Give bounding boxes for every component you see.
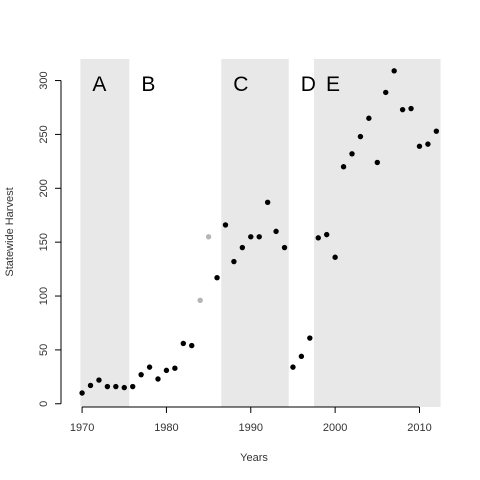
- data-point-2010: [416, 143, 423, 149]
- region-shade-a: [80, 59, 130, 407]
- data-point-1985: [205, 234, 212, 240]
- data-point-2012: [433, 128, 440, 134]
- region-label-d: D: [301, 73, 316, 96]
- data-point-2005: [374, 159, 381, 166]
- x-tick-label-1990: 1990: [239, 422, 263, 434]
- x-tick-label-1980: 1980: [154, 422, 178, 434]
- data-point-1993: [273, 228, 279, 235]
- data-point-1997: [307, 335, 313, 341]
- data-point-1983: [189, 342, 195, 349]
- data-point-1984: [197, 297, 203, 304]
- data-point-2004: [366, 115, 372, 121]
- period-regions: [80, 59, 441, 407]
- data-point-2009: [408, 105, 414, 112]
- data-point-2001: [340, 164, 347, 170]
- data-point-2007: [391, 68, 397, 74]
- y-tick-label-150: 150: [38, 233, 50, 251]
- data-point-1979: [155, 376, 161, 382]
- y-tick-label-300: 300: [38, 71, 50, 89]
- data-point-1999: [323, 231, 330, 238]
- y-axis-title: Statewide Harvest: [4, 187, 16, 276]
- data-point-1989: [239, 244, 246, 251]
- data-point-1973: [104, 383, 111, 390]
- region-shade-c: [221, 59, 289, 407]
- data-point-1975: [121, 384, 127, 391]
- data-point-1977: [138, 371, 144, 378]
- data-point-1976: [129, 383, 136, 390]
- region-label-b: B: [141, 73, 155, 96]
- data-point-1972: [96, 377, 102, 383]
- x-axis-title: Years: [240, 452, 268, 464]
- region-shade-e: [314, 59, 441, 407]
- data-point-2000: [332, 254, 338, 260]
- y-tick-label-100: 100: [38, 287, 50, 305]
- data-point-1995: [290, 364, 296, 370]
- data-point-2006: [383, 89, 389, 96]
- y-tick-label-50: 50: [38, 344, 50, 356]
- region-label-e: E: [326, 73, 340, 96]
- data-point-2008: [399, 106, 406, 113]
- y-tick-label-200: 200: [38, 179, 50, 197]
- data-point-1992: [264, 199, 271, 205]
- axes: 1970 1980 1990 2000 2010 0 50 100 150 200 250 300: [38, 71, 432, 434]
- data-point-1971: [87, 382, 94, 389]
- x-tick-label-2000: 2000: [323, 422, 347, 434]
- data-point-1970: [79, 390, 85, 396]
- data-point-1981: [172, 365, 178, 371]
- y-tick-label-250: 250: [38, 125, 50, 143]
- data-point-1990: [248, 234, 254, 240]
- x-tick-label-1970: 1970: [70, 422, 94, 434]
- data-point-1982: [180, 340, 187, 347]
- data-point-1980: [163, 367, 170, 374]
- data-point-1998: [315, 235, 321, 241]
- region-label-c: C: [233, 73, 248, 96]
- region-label-a: A: [92, 73, 106, 96]
- data-point-1986: [214, 275, 220, 281]
- data-point-1988: [231, 258, 237, 265]
- x-axis-ticks: 1970 1980 1990 2000 2010: [70, 407, 432, 434]
- data-point-2011: [425, 141, 431, 147]
- data-point-1994: [281, 244, 288, 251]
- data-point-1974: [113, 383, 119, 390]
- y-tick-label-0: 0: [38, 401, 50, 407]
- data-point-2002: [349, 151, 355, 157]
- data-point-1978: [146, 364, 153, 370]
- data-point-1996: [298, 353, 305, 360]
- data-point-1987: [222, 222, 229, 228]
- x-tick-label-2010: 2010: [407, 422, 431, 434]
- y-axis-ticks: 0 50 100 150 200 250 300: [38, 71, 61, 407]
- data-point-2003: [357, 133, 364, 140]
- harvest-points: [79, 68, 440, 396]
- data-point-1991: [256, 234, 262, 240]
